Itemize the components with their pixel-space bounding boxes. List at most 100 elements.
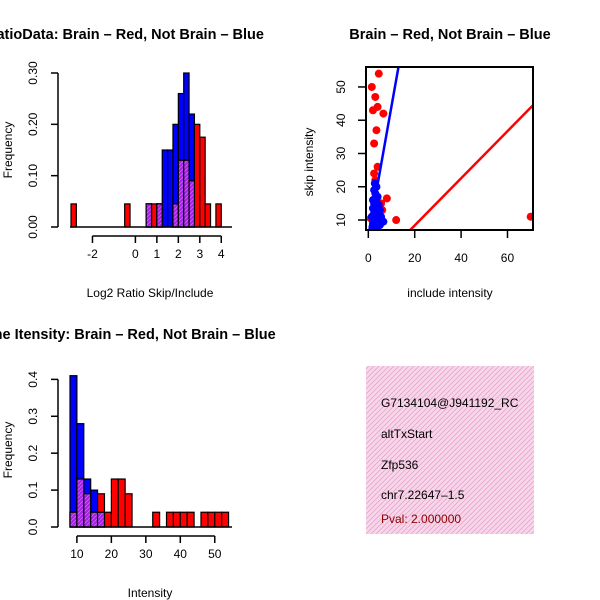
intensity-x-axis: 10 20 30 40 50 [70, 535, 222, 561]
ratio-red-bar-12 [215, 203, 222, 228]
scatter-y-tick-label-2: 30 [334, 146, 348, 160]
intensity-bars [69, 375, 230, 528]
ratio-red-bar-1 [124, 203, 131, 228]
intensity-x-tick-label-1: 20 [105, 547, 119, 561]
scatter-y-tick-label-3: 40 [334, 113, 348, 127]
ratio-overlap-bar-0 [145, 203, 153, 228]
ratio-red-bar-9 [193, 123, 201, 228]
scatter-blue-fit-line [368, 67, 400, 230]
scatter-red-point-15 [392, 216, 401, 225]
ratio-x-tick-label-5: 4 [218, 247, 225, 261]
intensity-x-tick-label-4: 50 [208, 547, 222, 561]
scatter-x-label: include intensity [407, 286, 492, 300]
scatter-y-tick-label-4: 50 [334, 80, 348, 94]
intensity-red-bar-15 [207, 511, 216, 528]
intensity-overlap-bar-3 [90, 511, 99, 528]
intensity-histogram: Gene Itensity: Brain – Red, Not Brain – … [0, 327, 276, 600]
ratio-x-tick-label-1: 0 [132, 247, 139, 261]
scatter-x-tick-label-0: 0 [365, 251, 372, 265]
scatter-y-label: skip intensity [302, 128, 316, 197]
ratio-red-bar-3 [150, 203, 158, 228]
probe-id: G7134104@J941192_RC [381, 396, 519, 410]
intensity-chart-title: Gene Itensity: Brain – Red, Not Brain – … [0, 327, 276, 343]
ratio-overlap-bar-2 [172, 203, 179, 228]
info-panel-clip: G7134104@J941192_RC altTxStart Zfp536 ch… [381, 396, 519, 526]
scatter-red-point-9 [370, 169, 379, 178]
intensity-overlap-bar-1 [76, 478, 85, 528]
intensity-red-bar-13 [186, 511, 195, 528]
info-panel: G7134104@J941192_RC altTxStart Zfp536 ch… [366, 366, 534, 534]
intensity-red-bar-6 [110, 478, 119, 528]
ratio-blue-bar-2 [161, 149, 169, 228]
ratio-x-tick-label-2: 1 [154, 247, 161, 261]
intensity-y-tick-label-2: 0.2 [26, 445, 40, 462]
scatter-x-tick-label-1: 20 [408, 251, 422, 265]
scatter-red-point-11 [382, 194, 391, 203]
scatter-red-point-1 [367, 82, 376, 91]
scatter-y-axis: 10 20 30 40 50 [334, 80, 365, 227]
intensity-red-bar-10 [165, 511, 175, 528]
scatter-red-point-16 [526, 212, 533, 221]
ratio-x-tick-label-4: 3 [196, 247, 203, 261]
intensity-y-tick-label-0: 0.0 [26, 518, 40, 535]
info-panel-hatch [366, 366, 534, 534]
gene-name: Zfp536 [381, 458, 419, 472]
intensity-red-bar-7 [117, 478, 126, 528]
ratio-y-tick-label-0: 0.00 [26, 215, 40, 239]
ratio-overlap-bar-3 [177, 159, 185, 228]
ratio-histogram: RatioData: Brain – Red, Not Brain – Blue… [0, 27, 264, 300]
scatter-red-point-7 [370, 139, 379, 148]
intensity-y-tick-label-1: 0.1 [26, 481, 40, 498]
ratio-y-label: Frequency [1, 122, 15, 179]
intensity-red-bar-12 [179, 511, 188, 528]
intensity-red-bar-8 [124, 493, 133, 528]
scatter-red-point-4 [373, 102, 382, 111]
scatter-red-point-6 [372, 126, 381, 135]
ratio-y-axis: 0.00 0.10 0.20 0.30 [26, 61, 59, 239]
genomic-location: chr7.22647–1.5 [381, 488, 465, 502]
intensity-red-bar-9 [152, 511, 161, 528]
ratio-blue-bar-3 [167, 149, 174, 228]
p-value: Pval: 2.000000 [381, 512, 461, 526]
scatter-y-tick-label-0: 10 [334, 213, 348, 227]
intensity-overlap-bar-2 [83, 493, 92, 528]
intensity-red-bar-14 [200, 511, 209, 528]
intensity-x-tick-label-0: 10 [70, 547, 84, 561]
scatter-x-tick-label-3: 60 [501, 251, 515, 265]
ratio-x-tick-label-3: 2 [175, 247, 182, 261]
ratio-overlap-bar-4 [183, 159, 190, 228]
intensity-x-tick-label-3: 40 [174, 547, 188, 561]
scatter-red-point-5 [379, 109, 388, 118]
intensity-overlap-bar-4 [96, 511, 106, 528]
intensity-y-axis: 0.0 0.1 0.2 0.3 0.4 [26, 371, 59, 535]
ratio-x-label: Log2 Ratio Skip/Include [87, 286, 214, 300]
ratio-y-tick-label-2: 0.20 [26, 112, 40, 136]
ratio-red-bar-0 [70, 203, 77, 228]
intensity-x-label: Intensity [128, 586, 173, 600]
ratio-x-tick-label-0: -2 [87, 247, 98, 261]
ratio-x-axis: -2 0 1 2 3 4 [87, 235, 225, 261]
intensity-overlap-bar-0 [69, 511, 78, 528]
ratio-bars [70, 72, 222, 228]
ratio-y-tick-label-1: 0.10 [26, 164, 40, 188]
ratio-overlap-bar-1 [156, 203, 163, 228]
scatter-plot-box [365, 66, 534, 231]
scatter-chart-title: Brain – Red, Not Brain – Blue [349, 27, 550, 43]
intensity-red-bar-17 [221, 511, 230, 528]
intensity-x-tick-label-2: 30 [139, 547, 153, 561]
intensity-red-bar-5 [103, 511, 112, 528]
scatter-red-point-2 [371, 92, 380, 101]
intensity-red-bar-11 [172, 511, 181, 528]
event-type: altTxStart [381, 427, 433, 441]
intensity-y-tick-label-3: 0.3 [26, 408, 40, 425]
intensity-red-bar-16 [214, 511, 223, 528]
intensity-y-tick-label-4: 0.4 [26, 371, 40, 388]
scatter-red-point-0 [374, 69, 383, 78]
ratio-y-tick-label-3: 0.30 [26, 61, 40, 85]
scatter-x-tick-label-2: 40 [454, 251, 468, 265]
ratio-chart-title: RatioData: Brain – Red, Not Brain – Blue [0, 27, 264, 43]
ratio-overlap-bar-5 [188, 180, 196, 228]
ratio-red-bar-10 [199, 136, 206, 228]
